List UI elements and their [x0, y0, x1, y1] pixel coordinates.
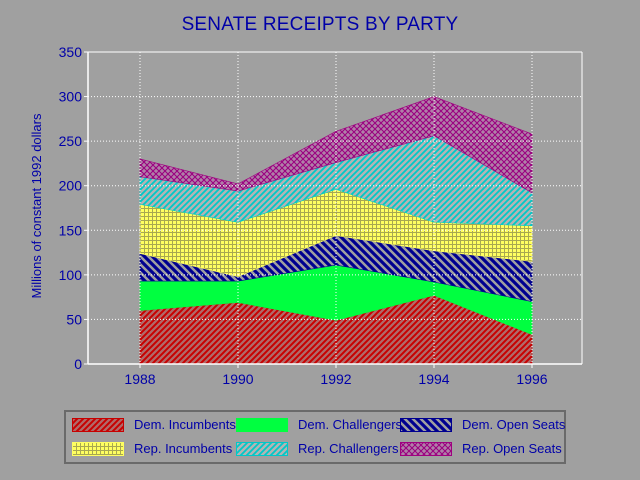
legend-swatch [236, 442, 288, 456]
x-tick-label: 1996 [516, 371, 547, 387]
y-tick-label: 250 [59, 133, 83, 149]
legend-label: Dem. Challengers [298, 417, 403, 432]
legend-swatch [236, 418, 288, 432]
y-tick-label: 350 [59, 44, 83, 60]
legend-swatch [400, 442, 452, 456]
y-tick-label: 50 [66, 311, 82, 327]
legend-swatch [400, 418, 452, 432]
legend-swatch [72, 442, 124, 456]
area-chart: 0 50 100 150 200 250 300 350 1988 1990 1992 1994 19… [29, 44, 583, 387]
chart-legend: Dem. Incumbents Dem. Challengers Dem. Open… [64, 410, 566, 464]
legend-label: Dem. Incumbents [134, 417, 236, 432]
y-axis-label: Millions of constant 1992 dollars [29, 113, 44, 298]
legend-swatch [72, 418, 124, 432]
y-tick-label: 0 [74, 356, 82, 372]
x-tick-label: 1988 [124, 371, 155, 387]
y-tick-label: 300 [59, 89, 83, 105]
legend-label: Rep. Open Seats [462, 441, 562, 456]
legend-label: Rep. Incumbents [134, 441, 233, 456]
legend-label: Rep. Challengers [298, 441, 399, 456]
x-tick-label: 1994 [418, 371, 449, 387]
area-rep-open-seats [139, 96, 533, 194]
legend-label: Dem. Open Seats [462, 417, 566, 432]
chart-title: SENATE RECEIPTS BY PARTY [181, 14, 459, 35]
y-tick-label: 150 [59, 222, 83, 238]
x-tick-label: 1990 [222, 371, 253, 387]
y-tick-label: 100 [59, 267, 83, 283]
y-tick-label: 200 [59, 178, 83, 194]
x-tick-label: 1992 [320, 371, 351, 387]
